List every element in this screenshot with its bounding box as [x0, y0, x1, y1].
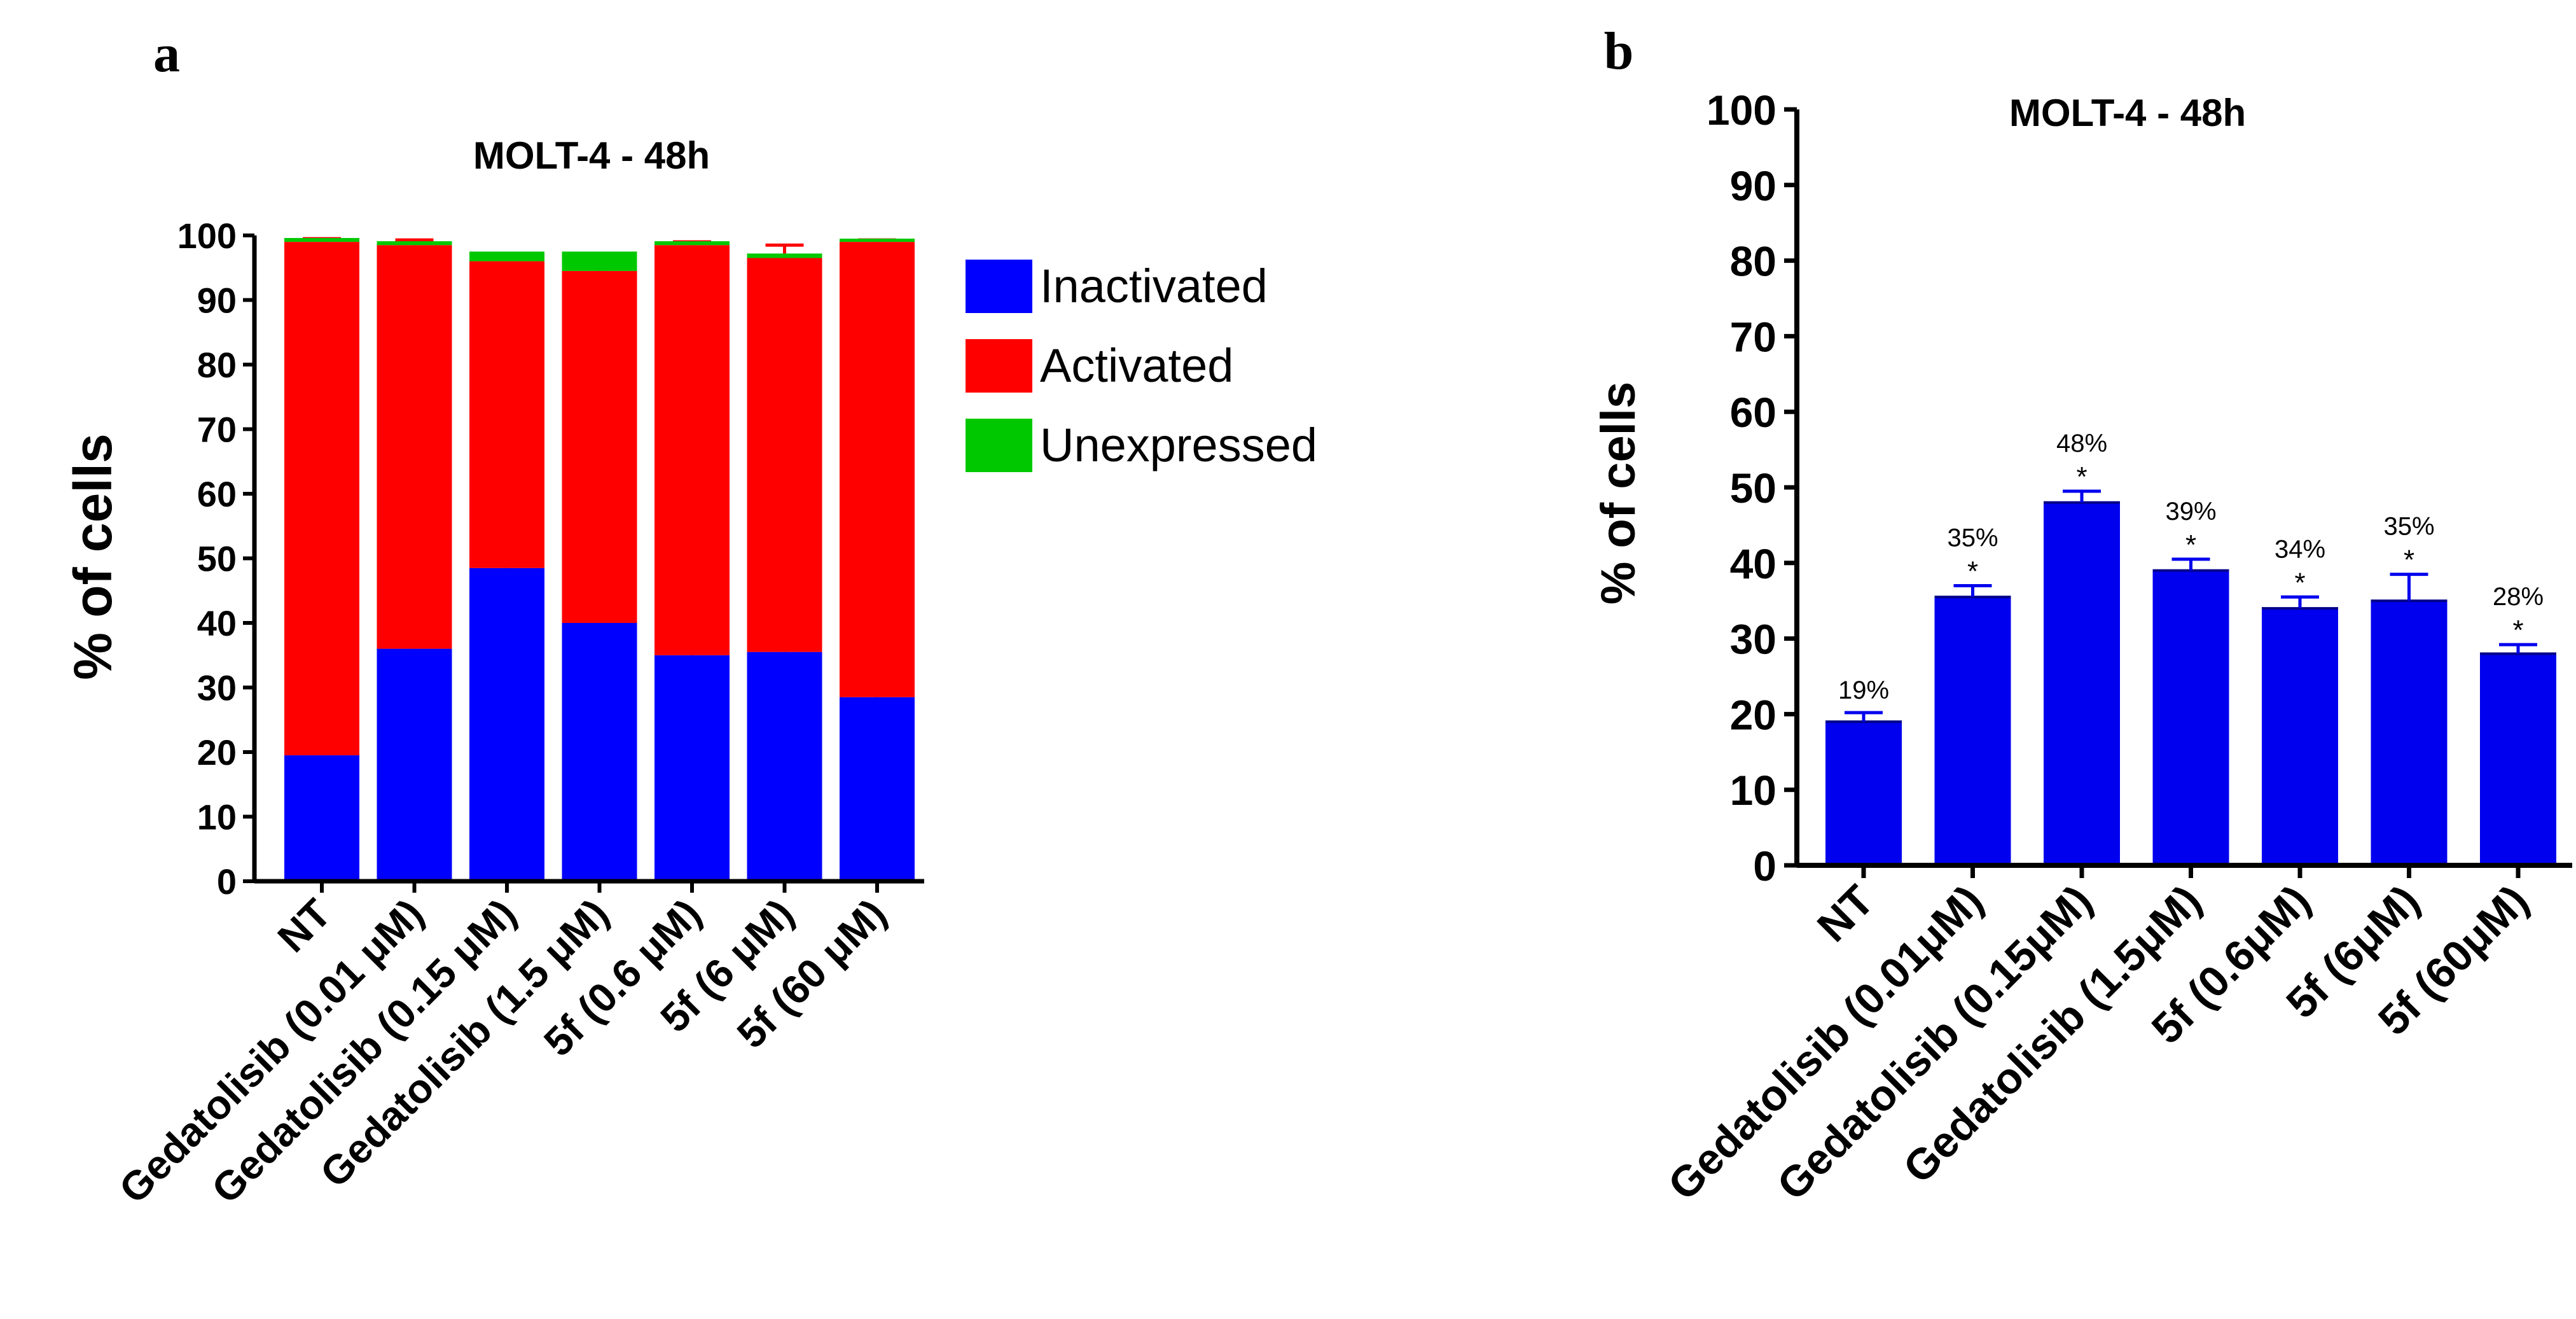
panel-a-bar-activated	[284, 242, 359, 756]
panel-b-y-tick-label: 40	[1730, 540, 1776, 587]
panel-a-bar-unexpressed	[654, 241, 730, 246]
panel-a-bar-inactivated	[654, 655, 730, 881]
panel-a-bar-inactivated	[284, 755, 359, 881]
panel-b-y-tick-label: 20	[1730, 691, 1776, 738]
panel-a-legend-swatch-inactivated	[966, 260, 1032, 313]
panel-a-legend-label: Unexpressed	[1040, 419, 1317, 471]
panel-a-y-tick-label: 0	[217, 862, 237, 902]
panel-a-bar-activated	[840, 242, 915, 697]
panel-b-y-tick-label: 50	[1730, 464, 1776, 512]
panel-b-data-label: 39%	[2165, 498, 2216, 526]
panel-a-y-tick-label: 10	[197, 797, 237, 837]
panel-b-data-label: 35%	[1947, 524, 1998, 552]
panel-a-y-tick-label: 40	[197, 603, 237, 643]
panel-a-x-tick-label: NT	[269, 890, 340, 961]
panel-b-bar	[2480, 653, 2556, 865]
panel-a-legend-swatch-unexpressed	[966, 419, 1032, 472]
panel-a-bar-unexpressed	[377, 241, 452, 246]
panel-a-bar-activated	[377, 245, 452, 649]
panel-a-y-tick-label: 20	[197, 732, 237, 772]
panel-b-y-tick-label: 0	[1753, 842, 1776, 890]
panel-a-bar-activated	[654, 245, 730, 655]
panel-a-title: MOLT-4 - 48h	[473, 134, 710, 177]
panel-b-y-tick-label: 80	[1730, 238, 1776, 285]
panel-b-data-label: 35%	[2383, 513, 2434, 541]
panel-b-y-tick-label: 30	[1730, 616, 1776, 663]
panel-b-data-label: 19%	[1838, 676, 1889, 704]
panel-b-significance-star: *	[2404, 545, 2414, 576]
panel-b-y-axis-label: % of cells	[1591, 382, 1645, 605]
panel-a-y-tick-label: 100	[177, 216, 237, 256]
panel-b-significance-star: *	[1967, 555, 1978, 587]
panel-b-y-tick-label: 100	[1707, 87, 1776, 134]
panel-b-significance-star: *	[2076, 461, 2087, 492]
panel-a-bar-inactivated	[469, 568, 544, 881]
panel-b-significance-star: *	[2512, 615, 2523, 646]
panel-b-bar	[2044, 502, 2120, 865]
panel-b-data-label: 28%	[2493, 583, 2544, 611]
panel-a-letter: a	[153, 24, 180, 83]
panel-b-significance-star: *	[2185, 529, 2196, 561]
panel-b-title: MOLT-4 - 48h	[2009, 92, 2246, 134]
panel-a-bar-unexpressed	[284, 238, 359, 242]
panel-a-bar-activated	[562, 270, 637, 623]
panel-a-bar-inactivated	[377, 648, 452, 881]
panel-a-bar-inactivated	[840, 697, 915, 881]
panel-a-bar-inactivated	[562, 623, 637, 881]
panel-a-bar-unexpressed	[562, 251, 637, 271]
panel-b-x-tick-label: NT	[1808, 876, 1883, 951]
panel-b-y-tick-label: 10	[1730, 767, 1776, 814]
panel-b-chart: 010203040506070809010019%NT*35%Gedatolis…	[1659, 87, 2572, 1210]
panel-a-bar-inactivated	[747, 652, 822, 881]
panel-b-letter: b	[1604, 22, 1634, 81]
panel-a-y-tick-label: 60	[197, 474, 237, 514]
panel-a-y-axis-label: % of cells	[63, 433, 123, 680]
panel-b-y-tick-label: 60	[1730, 389, 1776, 436]
panel-a-y-tick-label: 90	[197, 281, 237, 321]
panel-b-y-tick-label: 90	[1730, 162, 1776, 209]
panel-a-y-tick-label: 70	[197, 410, 237, 450]
panel-a-legend-label: Inactivated	[1040, 260, 1268, 312]
panel-b-data-label: 48%	[2056, 429, 2107, 457]
panel-b-data-label: 34%	[2275, 535, 2325, 563]
panel-a-y-tick-label: 50	[197, 539, 237, 579]
panel-a-y-tick-label: 30	[197, 668, 237, 708]
panel-b-bar	[2371, 601, 2448, 865]
panel-a-bar-unexpressed	[469, 251, 544, 262]
panel-a-y-tick-label: 80	[197, 345, 237, 385]
panel-a-bar-unexpressed	[747, 253, 822, 258]
panel-a-bar-activated	[469, 261, 544, 568]
panel-b-bar	[1934, 597, 2011, 865]
panel-a-legend-swatch-activated	[966, 339, 1032, 393]
panel-a-bar-unexpressed	[840, 239, 915, 242]
panel-b-bar	[2152, 570, 2229, 865]
panel-b-bar	[1825, 722, 1902, 865]
panel-a-legend: Inactivated Activated Unexpressed	[966, 260, 1317, 472]
panel-b-bar	[2262, 608, 2338, 865]
panel-b-y-tick-label: 70	[1730, 313, 1776, 360]
panel-a-bar-activated	[747, 258, 822, 652]
panel-a-legend-label: Activated	[1040, 339, 1233, 392]
panel-b-significance-star: *	[2294, 567, 2305, 598]
